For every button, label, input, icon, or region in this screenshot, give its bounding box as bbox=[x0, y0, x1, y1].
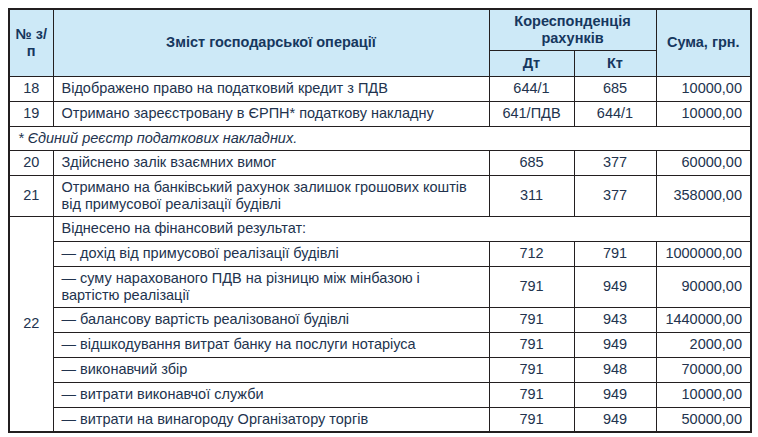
debit-cell: 791 bbox=[489, 407, 574, 432]
group-item-row: — витрати виконавчої служби79194910000,0… bbox=[9, 382, 751, 407]
credit-cell: 791 bbox=[574, 241, 656, 266]
group-item-row: — балансову вартість реалізованої будівл… bbox=[9, 307, 751, 332]
credit-cell: 685 bbox=[574, 76, 656, 101]
header-debit: Дт bbox=[489, 50, 574, 76]
credit-cell: 949 bbox=[574, 332, 656, 357]
sum-cell: 1000000,00 bbox=[656, 241, 751, 266]
sum-cell: 2000,00 bbox=[656, 332, 751, 357]
credit-cell: 948 bbox=[574, 357, 656, 382]
operation-cell: — балансову вартість реалізованої будівл… bbox=[53, 307, 489, 332]
credit-cell: 949 bbox=[574, 382, 656, 407]
debit-cell: 791 bbox=[489, 307, 574, 332]
credit-cell: 644/1 bbox=[574, 101, 656, 126]
row-number-cell: 18 bbox=[9, 76, 53, 101]
header-operation-content: Зміст господарської операції bbox=[53, 9, 489, 76]
operation-cell: Отримано на банківський рахунок залишок … bbox=[53, 175, 489, 216]
operation-cell: — суму нарахованого ПДВ на різницю між м… bbox=[53, 266, 489, 307]
operation-cell: — виконавчий збір bbox=[53, 357, 489, 382]
operation-cell: — дохід від примусової реалізації будівл… bbox=[53, 241, 489, 266]
table-body: 18Відображено право на податковий кредит… bbox=[9, 76, 751, 432]
group-label-cell: Віднесено на фінансовий результат: bbox=[53, 216, 751, 241]
debit-cell: 712 bbox=[489, 241, 574, 266]
debit-cell: 791 bbox=[489, 266, 574, 307]
footnote-cell: * Єдиний реєстр податкових накладних. bbox=[9, 126, 751, 150]
sum-cell: 50000,00 bbox=[656, 407, 751, 432]
document-page: № з/п Зміст господарської операції Корес… bbox=[8, 8, 752, 433]
row-number-cell: 19 bbox=[9, 101, 53, 126]
group-item-row: — суму нарахованого ПДВ на різницю між м… bbox=[9, 266, 751, 307]
debit-cell: 644/1 bbox=[489, 76, 574, 101]
group-header-row: 22Віднесено на фінансовий результат: bbox=[9, 216, 751, 241]
credit-cell: 949 bbox=[574, 407, 656, 432]
footnote-row: * Єдиний реєстр податкових накладних. bbox=[9, 126, 751, 150]
sum-cell: 70000,00 bbox=[656, 357, 751, 382]
group-item-row: — витрати на винагороду Організатору тор… bbox=[9, 407, 751, 432]
header-correspondence: Кореспонденція рахунків bbox=[489, 9, 656, 50]
group-item-row: — відшкодування витрат банку на послуги … bbox=[9, 332, 751, 357]
row-number-cell: 22 bbox=[9, 216, 53, 432]
accounting-operations-table: № з/п Зміст господарської операції Корес… bbox=[8, 8, 752, 433]
debit-cell: 311 bbox=[489, 175, 574, 216]
sum-cell: 1440000,00 bbox=[656, 307, 751, 332]
sum-cell: 10000,00 bbox=[656, 76, 751, 101]
debit-cell: 791 bbox=[489, 332, 574, 357]
credit-cell: 949 bbox=[574, 266, 656, 307]
header-sum: Сума, грн. bbox=[656, 9, 751, 76]
header-credit: Кт bbox=[574, 50, 656, 76]
header-row-number: № з/п bbox=[9, 9, 53, 76]
debit-cell: 685 bbox=[489, 150, 574, 175]
table-row: 21Отримано на банківський рахунок залишо… bbox=[9, 175, 751, 216]
row-number-cell: 20 bbox=[9, 150, 53, 175]
group-item-row: — виконавчий збір79194870000,00 bbox=[9, 357, 751, 382]
table-row: 19Отримано зареєстровану в ЄРПН* податко… bbox=[9, 101, 751, 126]
table-row: 20Здійснено залік взаємних вимог68537760… bbox=[9, 150, 751, 175]
table-header: № з/п Зміст господарської операції Корес… bbox=[9, 9, 751, 76]
sum-cell: 358000,00 bbox=[656, 175, 751, 216]
sum-cell: 10000,00 bbox=[656, 101, 751, 126]
table-row: 18Відображено право на податковий кредит… bbox=[9, 76, 751, 101]
sum-cell: 90000,00 bbox=[656, 266, 751, 307]
debit-cell: 791 bbox=[489, 382, 574, 407]
operation-cell: — витрати виконавчої служби bbox=[53, 382, 489, 407]
group-item-row: — дохід від примусової реалізації будівл… bbox=[9, 241, 751, 266]
operation-cell: Отримано зареєстровану в ЄРПН* податкову… bbox=[53, 101, 489, 126]
operation-cell: Здійснено залік взаємних вимог bbox=[53, 150, 489, 175]
operation-cell: Відображено право на податковий кредит з… bbox=[53, 76, 489, 101]
credit-cell: 377 bbox=[574, 150, 656, 175]
credit-cell: 377 bbox=[574, 175, 656, 216]
operation-cell: — витрати на винагороду Організатору тор… bbox=[53, 407, 489, 432]
sum-cell: 60000,00 bbox=[656, 150, 751, 175]
operation-cell: — відшкодування витрат банку на послуги … bbox=[53, 332, 489, 357]
credit-cell: 943 bbox=[574, 307, 656, 332]
debit-cell: 641/ПДВ bbox=[489, 101, 574, 126]
debit-cell: 791 bbox=[489, 357, 574, 382]
row-number-cell: 21 bbox=[9, 175, 53, 216]
sum-cell: 10000,00 bbox=[656, 382, 751, 407]
